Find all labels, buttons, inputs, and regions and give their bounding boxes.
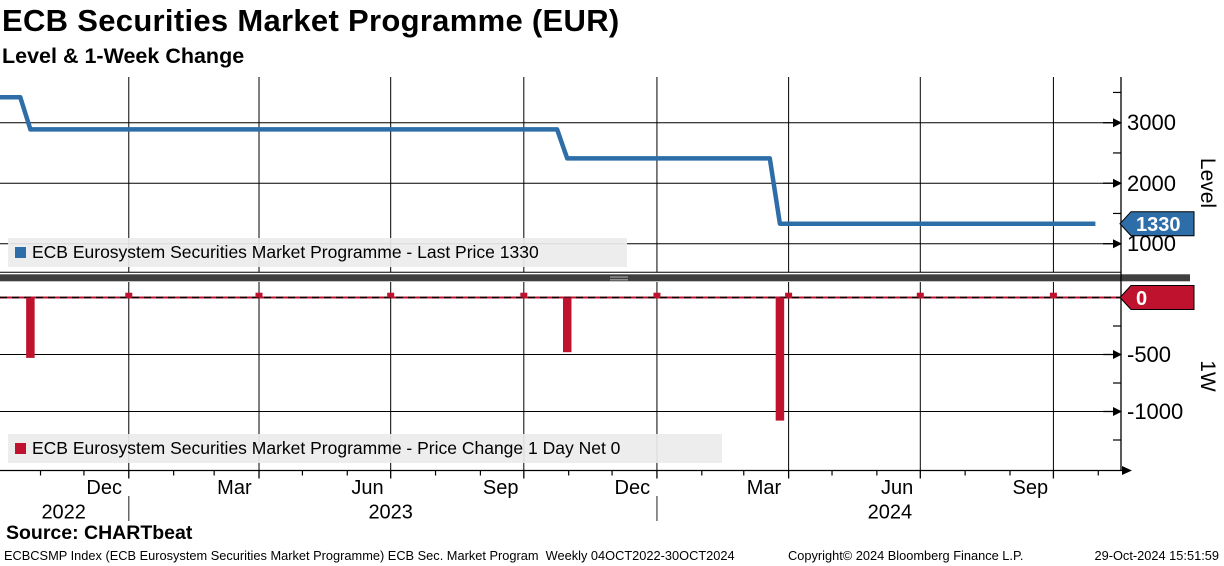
divider-handle-icon[interactable] <box>610 276 628 278</box>
legend-change-label: ECB Eurosystem Securities Market Program… <box>32 438 621 458</box>
x-month-label: Jun <box>351 477 383 499</box>
x-year-label: 2024 <box>868 502 913 524</box>
level-axis-title: Level <box>1196 158 1219 208</box>
footer-timestamp: 29-Oct-2024 15:51:59 <box>1094 548 1219 563</box>
last-change-badge <box>1119 285 1195 310</box>
x-month-label: Sep <box>1013 477 1049 499</box>
change-bar <box>562 297 572 353</box>
x-month-label: Dec <box>615 477 651 499</box>
divider-handle-icon[interactable] <box>610 279 628 281</box>
series-layer <box>0 95 1096 421</box>
legend-level-label: ECB Eurosystem Securities Market Program… <box>32 242 539 262</box>
y-tick-arrow-icon <box>1113 178 1122 188</box>
zero-line-bump <box>125 292 133 298</box>
change-axis-title: 1W <box>1196 360 1219 392</box>
zero-line-bump <box>785 292 793 298</box>
zero-line-bump <box>1049 292 1057 298</box>
change-tick-label-m500: -500 <box>1127 342 1171 367</box>
level-series-swatch-icon <box>15 247 26 258</box>
x-month-label: Mar <box>747 477 782 499</box>
last-price-badge <box>1119 211 1195 237</box>
source-line: Source: CHARTbeat <box>6 522 193 544</box>
footer-description: ECBCSMP Index (ECB Eurosystem Securities… <box>4 548 735 563</box>
x-axis-arrow-icon <box>1122 466 1132 475</box>
zero-line-bump <box>653 292 661 298</box>
zero-line-bump <box>916 292 924 298</box>
zero-line-bump <box>387 292 395 298</box>
change-bar <box>26 297 35 358</box>
change-tick-label-m1000: -1000 <box>1127 399 1183 424</box>
change-series-swatch-icon <box>15 443 26 454</box>
gridlines-layer <box>0 77 1121 471</box>
legend-level: ECB Eurosystem Securities Market Program… <box>8 238 627 267</box>
zero-line-bump <box>520 292 528 298</box>
x-year-label: 2023 <box>368 502 413 524</box>
panel-divider[interactable] <box>0 274 1190 282</box>
y-tick-arrow-icon <box>1113 350 1122 359</box>
x-month-label: Jun <box>881 477 913 499</box>
y-tick-arrow-icon <box>1113 407 1122 416</box>
zero-line-bump <box>255 292 263 298</box>
last-price-badge-value: 1330 <box>1136 214 1181 236</box>
x-month-label: Dec <box>86 477 122 499</box>
axes-layer: Dec Mar Jun Sep Dec Mar Jun Sep 2022 2023 2024 <box>0 77 1195 524</box>
legend-change: ECB Eurosystem Securities Market Program… <box>8 434 722 463</box>
level-line-series <box>0 95 1096 226</box>
footer-copyright: Copyright© 2024 Bloomberg Finance L.P. <box>788 548 1024 563</box>
page-title: ECB Securities Market Programme (EUR) <box>2 3 620 38</box>
last-change-badge-value: 0 <box>1136 288 1147 310</box>
y-tick-arrow-icon <box>1113 118 1122 128</box>
level-tick-label-2000: 2000 <box>1127 171 1176 196</box>
x-year-label: 2022 <box>41 502 86 524</box>
change-bar <box>775 297 785 421</box>
y-tick-arrow-icon <box>1113 239 1122 249</box>
x-month-label: Sep <box>483 477 519 499</box>
level-tick-label-1000: 1000 <box>1127 231 1176 256</box>
level-tick-label-3000: 3000 <box>1127 110 1176 135</box>
labels-layer: 3000 2000 1000 -500 -1000 1330 0 Level 1… <box>1127 110 1219 424</box>
x-month-label: Mar <box>217 477 252 499</box>
page-subtitle: Level & 1-Week Change <box>2 44 245 68</box>
